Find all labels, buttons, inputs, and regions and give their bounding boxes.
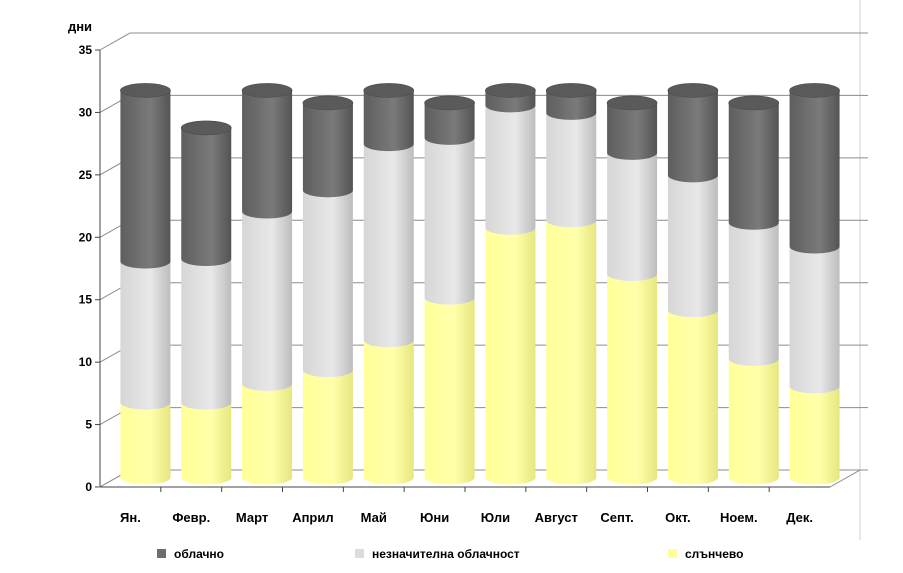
bar-segment [302,190,353,378]
bar-segment [181,127,232,267]
bar-segment [120,90,171,269]
x-tick-label: Юни [420,510,449,525]
legend: облачно незначителна облачност слънчево [157,547,743,561]
bar-segment [667,310,718,485]
x-tick-label: Юли [481,510,510,525]
y-tick-label: 0 [85,480,92,494]
bar-segment [485,105,536,235]
bar-segment [424,102,475,145]
bar-segment [424,137,475,305]
bar-segment [120,261,171,410]
bar-top-cap [424,95,475,111]
bar-segment [302,370,353,485]
bar-segment [789,246,840,394]
legend-label: облачно [174,547,224,561]
legend-swatch [355,549,364,558]
x-tick-label: Май [361,510,387,525]
legend-swatch [157,549,166,558]
bar-segment [607,102,658,160]
bar-segment [667,90,718,183]
gridline [99,32,860,51]
x-tick-label: Април [292,510,333,525]
bar-top-cap [789,83,840,98]
y-tick-label: 5 [85,418,92,432]
bar-segment [242,383,293,485]
bar-segment [667,175,718,318]
y-tick-label: 15 [79,293,93,307]
bar-segment [424,297,475,485]
bar-segment [363,340,414,485]
bar-top-cap [485,83,536,98]
bar-segment [363,144,414,348]
legend-label: слънчево [685,547,743,561]
x-tick-label: Март [236,510,268,525]
x-tick-label: Септ. [600,510,633,525]
y-tick-label: 30 [79,105,93,119]
bar-segment [485,227,536,485]
bar-top-cap [120,83,171,98]
bar-segment [181,402,232,485]
bar-segment [607,273,658,485]
bar-top-cap [363,83,415,98]
x-tick-label: Дек. [786,510,813,525]
bar-segment [546,112,597,228]
axis-labels: 0 5 10 15 20 25 30 35 дни Ян. Февр. Март Април Май Юни… [68,19,813,525]
bar-segment [242,211,293,391]
bar-segment [789,90,840,254]
y-axis-label: дни [68,19,92,34]
legend-swatch [668,549,677,558]
x-tick-label: Ноем. [720,510,758,525]
bar-top-cap [302,95,354,111]
x-tick-label: Окт. [665,510,690,525]
bar-segment [363,90,414,152]
y-tick-label: 10 [79,355,93,369]
bars [120,83,840,485]
bar-top-cap [180,120,232,136]
bar-segment [120,402,171,485]
x-tick-label: Ян. [120,510,141,525]
bar-segment [546,220,597,485]
x-tick-label: Февр. [172,510,210,525]
y-tick-label: 20 [79,230,93,244]
y-tick-label: 25 [79,168,93,182]
bar-top-cap [728,95,780,111]
bar-segment [302,102,353,198]
bar-top-cap [667,83,719,98]
bar-segment [728,222,779,366]
bar-top-cap [545,83,597,98]
legend-label: незначителна облачност [372,547,520,561]
bar-segment [242,90,293,219]
bar-segment [728,102,779,230]
y-tick-label: 35 [79,43,93,57]
bar-segment [607,152,658,281]
bar-segment [181,259,232,410]
bar-segment [728,358,779,485]
bar-top-cap [241,83,293,98]
bar-segment [485,90,536,113]
bar-segment [546,90,597,120]
bar-top-cap [606,95,658,111]
x-tick-label: Август [535,510,578,525]
bar-segment [789,386,840,485]
